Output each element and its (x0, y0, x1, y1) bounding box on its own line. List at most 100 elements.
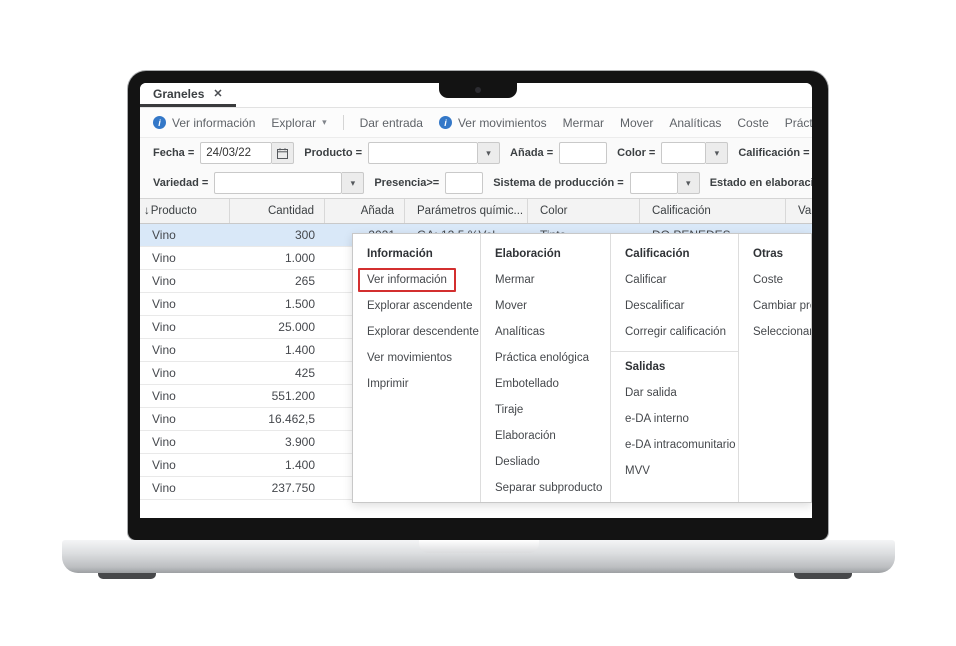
presencia-input[interactable] (445, 172, 484, 194)
toolbar-label: Mermar (562, 115, 605, 130)
toolbar-label: Práctica enológica (784, 115, 812, 130)
menu-item-ver-movimientos[interactable]: Ver movimientos (367, 352, 453, 364)
cell-cantidad: 237.750 (271, 481, 315, 495)
cell-producto: Vino (152, 412, 176, 426)
laptop-frame: Graneles ✕ i Ver información Explorar ▾ … (128, 71, 828, 540)
color-input[interactable] (661, 142, 707, 164)
menu-item-corregir-calificacion[interactable]: Corregir calificación (625, 326, 726, 338)
menu-item-cambiar-propiedad[interactable]: Cambiar prop (753, 300, 811, 312)
column-header-calificacion[interactable]: Calificación (640, 199, 786, 223)
toolbar-label: Ver información (172, 115, 256, 130)
laptop-base (62, 540, 895, 573)
fecha-input[interactable] (200, 142, 273, 164)
cell-producto: Vino (152, 458, 176, 472)
toolbar-label: Coste (737, 115, 769, 130)
cell-cantidad: 1.400 (284, 458, 315, 472)
color-dropdown-button[interactable]: ▾ (706, 142, 729, 164)
info-icon: i (438, 116, 452, 129)
toolbar-explorar[interactable]: Explorar ▾ (271, 116, 326, 130)
tab-close-icon[interactable]: ✕ (213, 88, 223, 100)
menu-item-explorar-descendente[interactable]: Explorar descendente (367, 326, 479, 338)
filter-row-2: Variedad = ▾ Presencia>= Sistema de prod… (140, 168, 812, 198)
toolbar-ver-movimientos[interactable]: i Ver movimientos (438, 115, 547, 130)
column-header-producto[interactable]: ↓Producto (140, 199, 230, 223)
menu-header-calificacion: Calificación (625, 248, 690, 260)
menu-item-separar-subproducto[interactable]: Separar subproducto (495, 482, 603, 494)
menu-item-eda-intracomunitario[interactable]: e-DA intracomunitario (625, 439, 736, 451)
laptop-lid-groove (418, 540, 539, 553)
toolbar-label: Analíticas (669, 115, 722, 130)
menu-item-coste[interactable]: Coste (753, 274, 784, 286)
menu-item-practica-enologica[interactable]: Práctica enológica (495, 352, 589, 364)
cell-cantidad: 551.200 (271, 389, 315, 403)
menu-item-eda-interno[interactable]: e-DA interno (625, 413, 689, 425)
toolbar-analiticas[interactable]: Analíticas (669, 116, 721, 130)
menu-item-seleccionar-todo[interactable]: Seleccionar to (753, 326, 811, 338)
variedad-dropdown-button[interactable]: ▾ (342, 172, 365, 194)
toolbar-ver-informacion[interactable]: i Ver información (153, 116, 255, 130)
menu-item-elaboracion[interactable]: Elaboración (495, 430, 556, 442)
menu-item-mover[interactable]: Mover (495, 300, 527, 312)
toolbar-mover[interactable]: Mover (620, 116, 653, 130)
menu-item-explorar-ascendente[interactable]: Explorar ascendente (367, 300, 473, 312)
variedad-input[interactable] (214, 172, 343, 194)
column-header-anada[interactable]: Añada (325, 199, 405, 223)
menu-item-mermar[interactable]: Mermar (495, 274, 535, 286)
cell-producto: Vino (152, 343, 176, 357)
sort-desc-icon: ↓ (144, 205, 150, 217)
column-header-color[interactable]: Color (528, 199, 640, 223)
menu-column-calificacion: Calificación Calificar Descalificar Corr… (611, 234, 739, 502)
column-header-cantidad[interactable]: Cantidad (230, 199, 325, 223)
menu-item-analiticas[interactable]: Analíticas (495, 326, 545, 338)
menu-column-elaboracion: Elaboración Mermar Mover Analíticas Prác… (481, 234, 611, 502)
cell-cantidad: 265 (294, 274, 315, 288)
menu-item-descalificar[interactable]: Descalificar (625, 300, 685, 312)
variedad-label: Variedad = (153, 177, 209, 189)
fecha-label: Fecha = (153, 147, 195, 159)
calendar-button[interactable] (272, 142, 295, 164)
toolbar-practica-enologica[interactable]: Práctica enológica (785, 116, 812, 130)
toolbar-label: Mover (620, 115, 654, 130)
anada-input[interactable] (559, 142, 608, 164)
filter-row-1: Fecha = Producto = ▾ Añada = Color = (140, 138, 812, 168)
menu-item-tiraje[interactable]: Tiraje (495, 404, 524, 416)
column-header-variedad[interactable]: Vari (798, 205, 812, 217)
toolbar-coste[interactable]: Coste (737, 116, 768, 130)
menu-item-embotellado[interactable]: Embotellado (495, 378, 559, 390)
producto-input[interactable] (368, 142, 479, 164)
column-header-parametros[interactable]: Parámetros químic... (405, 199, 528, 223)
menu-item-imprimir[interactable]: Imprimir (367, 378, 409, 390)
cell-cantidad: 25.000 (278, 320, 315, 334)
cell-cantidad: 1.000 (284, 251, 315, 265)
cell-cantidad: 300 (294, 228, 315, 242)
menu-item-mvv[interactable]: MVV (625, 465, 650, 477)
toolbar-divider (342, 115, 344, 130)
tab-graneles[interactable]: Graneles ✕ (140, 83, 236, 107)
highlight-box: Ver información (358, 268, 456, 292)
producto-label: Producto = (304, 147, 363, 159)
toolbar: i Ver información Explorar ▾ Dar entrada… (140, 108, 812, 138)
cell-producto: Vino (152, 297, 176, 311)
cell-cantidad: 16.462,5 (268, 412, 315, 426)
menu-item-calificar[interactable]: Calificar (625, 274, 667, 286)
producto-dropdown-button[interactable]: ▾ (478, 142, 501, 164)
toolbar-mermar[interactable]: Mermar (563, 116, 604, 130)
table-header: ↓Producto Cantidad Añada Parámetros quím… (140, 199, 812, 224)
filter-bar: Fecha = Producto = ▾ Añada = Color = (140, 138, 812, 199)
chevron-down-icon: ▾ (486, 147, 491, 158)
chevron-down-icon: ▾ (350, 177, 356, 188)
cell-producto: Vino (152, 481, 176, 495)
menu-item-ver-informacion[interactable]: Ver información (353, 267, 480, 293)
menu-header-salidas: Salidas (625, 361, 666, 373)
toolbar-label: Dar entrada (359, 115, 423, 130)
sistema-produccion-input[interactable] (629, 172, 678, 194)
calificacion-label: Calificación = (738, 147, 810, 159)
menu-item-desliado[interactable]: Desliado (495, 456, 540, 468)
toolbar-dar-entrada[interactable]: Dar entrada (360, 116, 423, 130)
menu-column-otras: Otras Coste Cambiar prop Seleccionar to (739, 234, 811, 502)
toolbar-label: Ver movimientos (457, 115, 547, 130)
menu-item-dar-salida[interactable]: Dar salida (625, 387, 677, 399)
presencia-label: Presencia>= (374, 177, 440, 189)
sistema-dropdown-button[interactable]: ▾ (677, 172, 700, 194)
color-label: Color = (617, 147, 656, 159)
